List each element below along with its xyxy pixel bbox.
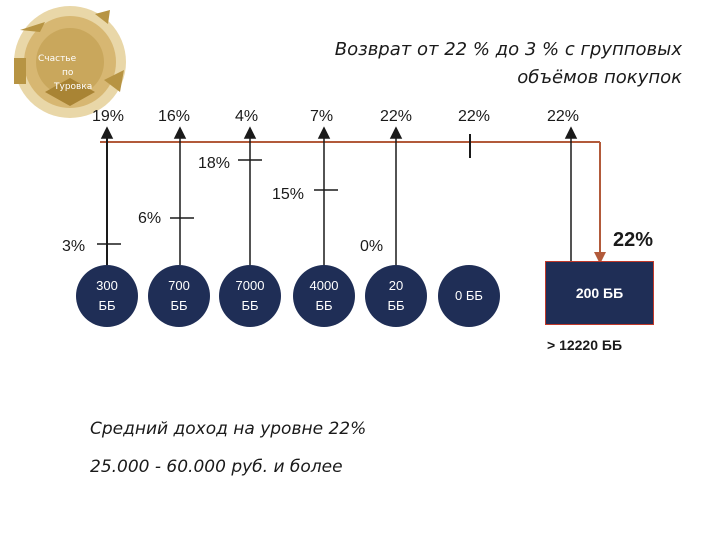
node-300-unit: ББ <box>98 298 116 313</box>
tier-percent-3: 3% <box>62 238 86 255</box>
node-20-unit: ББ <box>387 298 405 313</box>
final-level-label: 200 ББ <box>575 285 624 301</box>
node-700-value: 700 <box>168 278 190 293</box>
top-percent-2: 16% <box>158 108 191 125</box>
tier-percent-18: 18% <box>198 155 231 172</box>
arrow-head-1 <box>100 126 114 139</box>
node-7000: 7000 ББ <box>219 265 281 327</box>
node-4000: 4000 ББ <box>293 265 355 327</box>
title-line-2: объёмов покупок <box>517 67 682 88</box>
top-percent-3: 4% <box>235 108 259 125</box>
node-4000-unit: ББ <box>315 298 333 313</box>
node-300: 300 ББ <box>76 265 138 327</box>
arrow-head-7 <box>564 126 578 139</box>
node-20-value: 20 <box>388 278 404 293</box>
node-7000-unit: ББ <box>241 298 259 313</box>
bus-arrow-head <box>594 252 606 264</box>
income-line-2: 25.000 - 60.000 руб. и более <box>90 457 343 477</box>
brand-logo <box>14 6 126 118</box>
node-7000-value: 7000 <box>235 278 265 293</box>
top-percent-1: 19% <box>92 108 125 125</box>
logo-text-3: Туровка <box>54 82 93 92</box>
threshold-label: > 12220 ББ <box>547 337 623 353</box>
top-percent-4: 7% <box>310 108 334 125</box>
income-line-1: Средний доход на уровне 22% <box>90 419 367 439</box>
arrow-head-2 <box>173 126 187 139</box>
top-percent-5: 22% <box>380 108 413 125</box>
node-20: 20 ББ <box>365 265 427 327</box>
node-0-value: 0 ББ <box>455 288 483 303</box>
page-title: Возврат от 22 % до 3 % с групповых объём… <box>262 36 682 92</box>
income-text: Средний доход на уровне 22% 25.000 - 60.… <box>90 410 366 486</box>
node-4000-value: 4000 <box>309 278 339 293</box>
final-level-box: 200 ББ <box>545 261 654 325</box>
node-0: 0 ББ <box>438 265 500 327</box>
arrow-head-3 <box>243 126 257 139</box>
arrow-head-5 <box>389 126 403 139</box>
logo-text-1: Счастье <box>38 54 77 64</box>
node-700: 700 ББ <box>148 265 210 327</box>
top-percent-7: 22% <box>547 108 580 125</box>
node-300-value: 300 <box>96 278 118 293</box>
tier-percent-6: 6% <box>138 210 162 227</box>
tier-percent-15: 15% <box>272 186 305 203</box>
title-line-1: Возврат от 22 % до 3 % с групповых <box>334 39 682 60</box>
node-700-unit: ББ <box>170 298 188 313</box>
tier-percent-0: 0% <box>360 238 384 255</box>
final-percent: 22% <box>613 229 654 251</box>
top-percent-6: 22% <box>458 108 491 125</box>
logo-text-2: по <box>62 68 74 78</box>
arrow-head-4 <box>317 126 331 139</box>
